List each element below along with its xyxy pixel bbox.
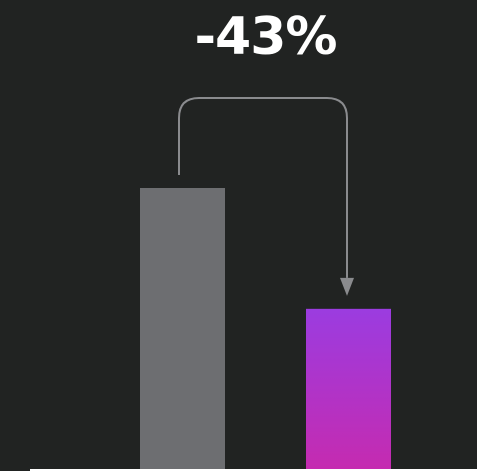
change-arrow-connector [178,97,348,278]
bar-before [140,188,225,469]
arrow-head-icon [340,277,354,296]
percent-change-label: -43% [194,7,337,67]
bar-after [306,308,391,469]
